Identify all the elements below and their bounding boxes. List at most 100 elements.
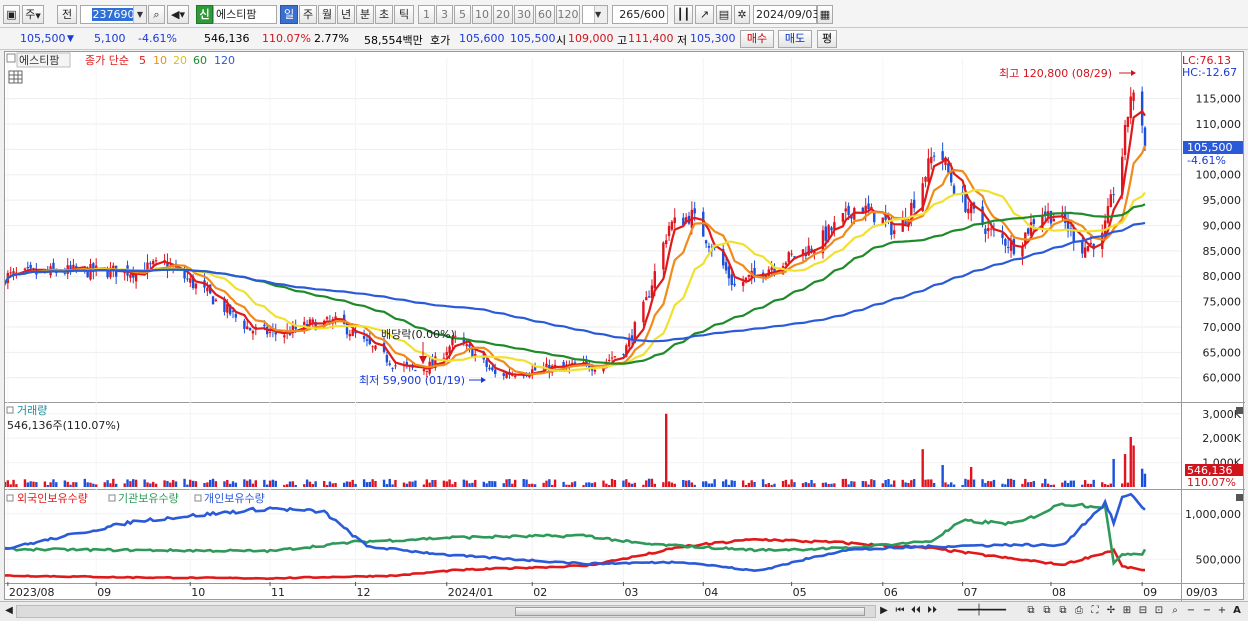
- scroll-left-icon[interactable]: ◀: [5, 605, 13, 616]
- legend-institution: 기관보유수량: [118, 492, 179, 505]
- candle-body: [665, 240, 668, 245]
- zoom-region-icon[interactable]: ⧉: [1043, 605, 1051, 616]
- candle-body: [1072, 228, 1075, 243]
- tab-period-day[interactable]: 일: [280, 5, 298, 24]
- candle-body: [1066, 221, 1070, 232]
- volume-bar: [824, 482, 827, 487]
- bid-price: 105,500: [510, 32, 556, 45]
- candle-body: [821, 230, 825, 254]
- interval-1[interactable]: 1: [418, 5, 435, 24]
- chart-type-icon[interactable]: ⛶: [1091, 605, 1099, 616]
- stock-code-input[interactable]: 237690 ▼: [80, 5, 147, 24]
- volume-bar: [146, 482, 149, 487]
- tab-period-minute[interactable]: 분: [356, 5, 374, 24]
- interval-10[interactable]: 10: [472, 5, 492, 24]
- sell-button[interactable]: 매도: [778, 30, 812, 48]
- chart-svg[interactable]: 60,000 65,000 70,000 75,000 80,000 85,000 90,0…: [5, 52, 1245, 601]
- print-icon[interactable]: ⎙: [1075, 605, 1083, 616]
- legend-stock-box[interactable]: [16, 52, 71, 68]
- candle-body: [741, 281, 745, 286]
- volume-bar: [46, 485, 49, 487]
- zoom-in-icon[interactable]: +: [1217, 605, 1227, 616]
- legend-individual-box[interactable]: [194, 494, 202, 502]
- interval-select[interactable]: ▼: [582, 5, 608, 24]
- bar-style-icon[interactable]: ┃┃: [674, 5, 693, 24]
- volume-bar: [870, 479, 873, 487]
- candle-body: [784, 262, 788, 265]
- candle-body: [1103, 220, 1107, 236]
- capture-icon[interactable]: ⊡: [1154, 605, 1164, 616]
- export-icon[interactable]: ⊟: [1138, 605, 1148, 616]
- chevron-down-icon[interactable]: ▼: [133, 6, 146, 23]
- volume-bar: [910, 480, 913, 487]
- candle-body: [448, 346, 451, 354]
- zoom-slider[interactable]: ━━━┿━━━━: [957, 605, 1007, 616]
- candle-body: [893, 230, 896, 235]
- candle-body: [405, 362, 409, 365]
- prev-button[interactable]: 전: [57, 5, 77, 24]
- search-icon[interactable]: ⌕: [148, 5, 165, 24]
- interval-5[interactable]: 5: [454, 5, 471, 24]
- volume-bar: [733, 480, 736, 487]
- interval-30[interactable]: 30: [514, 5, 534, 24]
- table-icon[interactable]: [8, 70, 23, 84]
- tab-period-tick[interactable]: 틱: [394, 5, 414, 24]
- chart-area[interactable]: 60,000 65,000 70,000 75,000 80,000 85,000 90,0…: [4, 51, 1245, 601]
- zoom-out-icon[interactable]: −: [1202, 605, 1212, 616]
- interval-3[interactable]: 3: [436, 5, 453, 24]
- gear-icon[interactable]: ✲: [734, 5, 750, 24]
- volume-bar: [844, 478, 847, 487]
- scrollbar-thumb[interactable]: [515, 607, 865, 616]
- average-button[interactable]: 평: [817, 30, 837, 48]
- tab-period-week[interactable]: 주: [299, 5, 317, 24]
- holdings-panel-close-icon[interactable]: [1236, 494, 1243, 501]
- high-price: 111,400: [628, 32, 674, 45]
- legend-institution-box[interactable]: [108, 494, 116, 502]
- tab-period-month[interactable]: 월: [318, 5, 336, 24]
- buy-button[interactable]: 매수: [740, 30, 774, 48]
- candle-body: [425, 370, 428, 372]
- holdings-collapse-icon[interactable]: [6, 494, 14, 502]
- interval-60[interactable]: 60: [535, 5, 555, 24]
- speaker-icon[interactable]: ◀▾: [167, 5, 189, 24]
- search-icon[interactable]: ⌕: [1172, 605, 1178, 616]
- volume-panel-close-icon[interactable]: [1236, 407, 1243, 414]
- range-count-field[interactable]: 265/600: [612, 5, 668, 24]
- indicator-icon[interactable]: ⊞: [1122, 605, 1132, 616]
- stock-name-field[interactable]: 에스티팜: [213, 5, 277, 24]
- save-icon[interactable]: ▤: [716, 5, 732, 24]
- volume-collapse-icon[interactable]: [6, 406, 14, 414]
- candle-body: [630, 335, 634, 341]
- compare-icon[interactable]: ⧉: [1059, 605, 1067, 616]
- horizontal-scrollbar[interactable]: [16, 605, 876, 618]
- font-size-icon[interactable]: A: [1233, 605, 1241, 616]
- minus-icon[interactable]: −: [1186, 605, 1196, 616]
- tab-period-second[interactable]: 초: [375, 5, 393, 24]
- interval-20[interactable]: 20: [493, 5, 513, 24]
- candle-body: [790, 253, 793, 255]
- volume-bar: [263, 479, 266, 487]
- tab-period-year[interactable]: 년: [337, 5, 355, 24]
- volume-tag: [1185, 464, 1243, 476]
- legend-collapse-icon[interactable]: [6, 53, 16, 63]
- scroll-first-icon[interactable]: ⏮: [895, 605, 905, 616]
- volume-bar: [95, 484, 98, 487]
- volume-bar: [203, 483, 206, 487]
- layout-icon[interactable]: ▣: [3, 5, 20, 24]
- market-select[interactable]: 주▼: [22, 5, 44, 24]
- candle-body: [633, 322, 637, 344]
- play-back-icon[interactable]: ⏴⏴: [911, 605, 921, 616]
- scroll-right-icon[interactable]: ▶: [880, 605, 888, 616]
- zoom-fit-icon[interactable]: ⧉: [1027, 605, 1035, 616]
- calendar-icon[interactable]: ▦: [817, 5, 833, 24]
- date-field[interactable]: 2024/09/03: [753, 5, 819, 24]
- x-tick-label: 04: [704, 586, 718, 599]
- play-forward-icon[interactable]: ⏵⏵: [927, 605, 937, 616]
- volume-bar: [967, 479, 970, 487]
- candle-body: [753, 267, 756, 275]
- candle-body: [191, 276, 195, 288]
- crosshair-icon[interactable]: ✢: [1106, 605, 1116, 616]
- interval-120[interactable]: 120: [556, 5, 580, 24]
- volume-bar: [1112, 458, 1115, 487]
- draw-tool-icon[interactable]: ↗: [695, 5, 714, 24]
